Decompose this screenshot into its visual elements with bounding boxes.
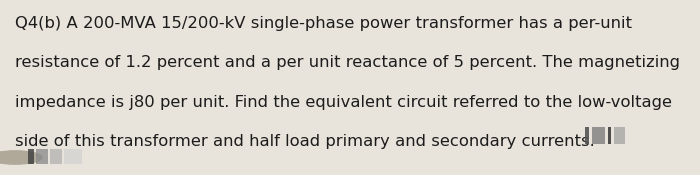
Bar: [592, 127, 605, 144]
Bar: [64, 149, 82, 164]
Text: Q4(b) A 200-MVA 15/200-kV single-phase power transformer has a per-unit: Q4(b) A 200-MVA 15/200-kV single-phase p…: [15, 16, 632, 31]
Text: impedance is j80 per unit. Find the equivalent circuit referred to the low-volta: impedance is j80 per unit. Find the equi…: [15, 94, 673, 110]
Bar: [614, 127, 625, 144]
Bar: [585, 127, 589, 144]
Text: resistance of 1.2 percent and a per unit reactance of 5 percent. The magnetizing: resistance of 1.2 percent and a per unit…: [15, 55, 680, 70]
Circle shape: [0, 151, 42, 164]
Bar: [50, 149, 62, 164]
Bar: [36, 149, 48, 164]
Text: side of this transformer and half load primary and secondary currents.: side of this transformer and half load p…: [15, 134, 595, 149]
Bar: [608, 127, 611, 144]
Bar: [28, 149, 34, 164]
